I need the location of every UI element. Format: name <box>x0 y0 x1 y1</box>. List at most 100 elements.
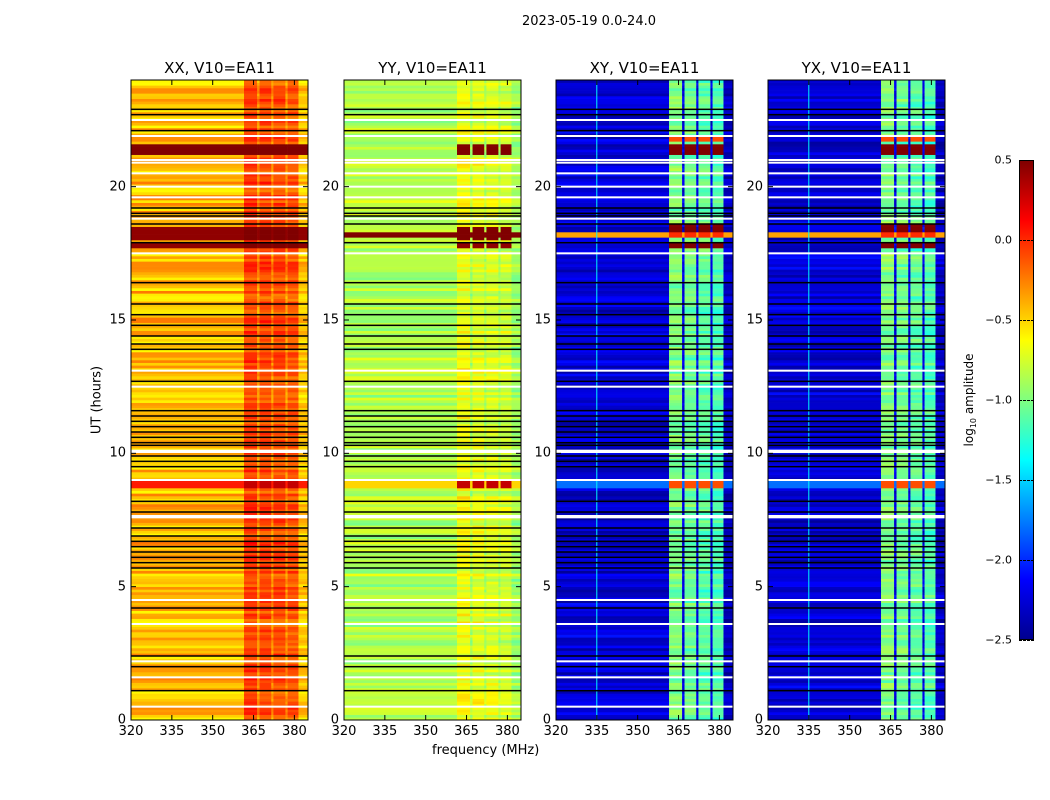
heatmap-cell <box>273 461 286 465</box>
heatmap-cell <box>484 557 487 561</box>
heatmap-cell <box>273 197 286 201</box>
heatmap-cell <box>472 421 485 425</box>
heatmap-cell <box>271 512 274 515</box>
heatmap-cell <box>484 405 487 409</box>
heatmap-cell <box>484 440 487 443</box>
heatmap-cell <box>484 453 487 457</box>
heatmap-cell <box>344 157 458 161</box>
heatmap-cell <box>457 298 471 302</box>
heatmap-cell <box>470 480 473 483</box>
heatmap-cell <box>470 482 473 486</box>
heatmap-cell <box>271 637 274 641</box>
heatmap-cell <box>498 386 501 390</box>
heatmap-cell <box>344 589 458 593</box>
heatmap-cell <box>285 653 288 657</box>
heatmap-cell <box>287 685 299 689</box>
heatmap-cell <box>244 144 258 147</box>
heatmap-cell <box>344 304 458 307</box>
heatmap-cell <box>298 520 309 523</box>
heatmap-cell <box>259 701 272 705</box>
heatmap-cell <box>696 669 699 673</box>
heatmap-cell <box>259 181 272 185</box>
heatmap-cell <box>470 680 473 683</box>
heatmap-cell <box>344 173 458 177</box>
heatmap-cell <box>684 653 697 657</box>
heatmap-cell <box>285 602 288 606</box>
heatmap-cell <box>257 426 260 430</box>
heatmap-cell <box>498 376 501 379</box>
heatmap-cell <box>257 608 260 611</box>
heatmap-cell <box>287 354 299 358</box>
heatmap-cell <box>287 181 299 185</box>
heatmap-cell <box>472 520 485 523</box>
heatmap-cell <box>287 213 299 217</box>
heatmap-cell <box>684 600 697 603</box>
heatmap-cell <box>498 312 501 315</box>
heatmap-cell <box>470 626 473 630</box>
heatmap-cell <box>457 632 471 635</box>
flagged-row-black <box>131 444 308 447</box>
heatmap-cell <box>457 330 471 334</box>
heatmap-cell <box>457 562 471 566</box>
heatmap-cell <box>298 602 309 606</box>
heatmap-cell <box>470 328 473 331</box>
flagged-row-black <box>131 415 308 417</box>
heatmap-cell <box>298 656 309 659</box>
heatmap-cell <box>498 149 501 153</box>
heatmap-cell <box>470 584 473 587</box>
heatmap-cell <box>472 432 485 435</box>
heatmap-cell <box>472 634 485 638</box>
heatmap-cell <box>684 605 697 609</box>
heatmap-cell <box>500 525 512 529</box>
heatmap-cell <box>285 109 288 113</box>
heatmap-cell <box>257 133 260 137</box>
heatmap-cell <box>498 360 501 363</box>
heatmap-cell <box>472 656 485 659</box>
heatmap-cell <box>271 242 274 246</box>
heatmap-cell <box>500 552 512 555</box>
heatmap-cell <box>486 394 499 398</box>
heatmap-cell <box>271 696 274 699</box>
heatmap-cell <box>723 640 734 643</box>
heatmap-cell <box>285 120 288 123</box>
heatmap-cell <box>271 154 274 158</box>
heatmap-cell <box>273 560 286 563</box>
heatmap-cell <box>500 104 512 107</box>
heatmap-cell <box>498 194 501 198</box>
heatmap-cell <box>344 552 458 555</box>
heatmap-cell <box>511 520 522 523</box>
heatmap-cell <box>486 130 499 134</box>
heatmap-cell <box>271 248 274 251</box>
heatmap-cell <box>273 402 286 406</box>
heatmap-cell <box>298 224 309 227</box>
flagged-row-white <box>344 196 521 199</box>
heatmap-cell <box>511 418 522 422</box>
heatmap-cell <box>484 344 487 347</box>
flagged-row-black <box>131 607 308 609</box>
heatmap-cell <box>344 637 458 641</box>
heatmap-cell <box>698 666 711 670</box>
heatmap-cell <box>484 152 487 155</box>
heatmap-cell <box>259 381 272 385</box>
heatmap-cell <box>511 136 522 139</box>
heatmap-cell <box>344 496 458 499</box>
heatmap-cell <box>669 642 683 646</box>
heatmap-cell <box>470 394 473 398</box>
heatmap-cell <box>486 269 499 273</box>
heatmap-cell <box>285 184 288 187</box>
heatmap-cell <box>287 442 299 446</box>
heatmap-cell <box>457 189 471 193</box>
heatmap-cell <box>244 173 258 177</box>
heatmap-cell <box>287 549 299 553</box>
heatmap-cell <box>484 616 487 619</box>
heatmap-cell <box>484 504 487 507</box>
heatmap-cell <box>457 490 471 494</box>
heatmap-cell <box>131 234 245 238</box>
heatmap-cell <box>131 144 245 147</box>
heatmap-cell <box>259 592 272 595</box>
heatmap-cell <box>285 101 288 105</box>
heatmap-cell <box>710 605 713 609</box>
heatmap-cell <box>472 712 485 715</box>
heatmap-cell <box>257 205 260 209</box>
heatmap-cell <box>470 85 473 89</box>
